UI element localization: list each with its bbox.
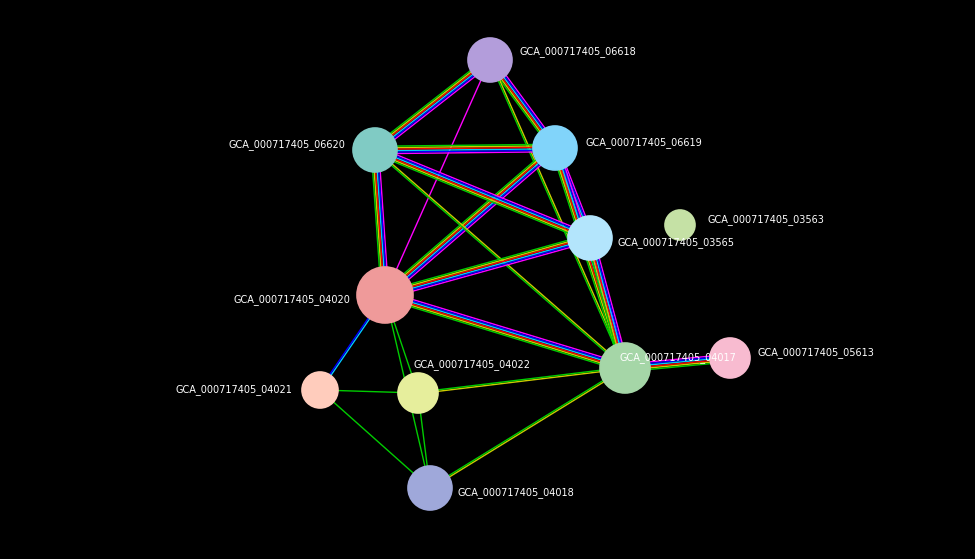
Text: GCA_000717405_06620: GCA_000717405_06620 — [228, 140, 345, 150]
Circle shape — [408, 466, 452, 510]
Text: GCA_000717405_04020: GCA_000717405_04020 — [233, 295, 350, 305]
Circle shape — [600, 343, 650, 393]
Text: GCA_000717405_06618: GCA_000717405_06618 — [520, 46, 637, 58]
Text: GCA_000717405_06619: GCA_000717405_06619 — [585, 138, 702, 149]
Text: GCA_000717405_04018: GCA_000717405_04018 — [458, 487, 574, 499]
Circle shape — [533, 126, 577, 170]
Circle shape — [468, 38, 512, 82]
Circle shape — [357, 267, 413, 323]
Circle shape — [710, 338, 750, 378]
Circle shape — [568, 216, 612, 260]
Text: GCA_000717405_05613: GCA_000717405_05613 — [758, 348, 875, 358]
Text: GCA_000717405_04021: GCA_000717405_04021 — [176, 385, 292, 395]
Circle shape — [398, 373, 438, 413]
Circle shape — [353, 128, 397, 172]
Text: GCA_000717405_03565: GCA_000717405_03565 — [618, 238, 735, 248]
Circle shape — [665, 210, 695, 240]
Text: GCA_000717405_03563: GCA_000717405_03563 — [708, 215, 825, 225]
Circle shape — [302, 372, 338, 408]
Text: GCA_000717405_04017: GCA_000717405_04017 — [620, 353, 737, 363]
Text: GCA_000717405_04022: GCA_000717405_04022 — [413, 359, 530, 371]
